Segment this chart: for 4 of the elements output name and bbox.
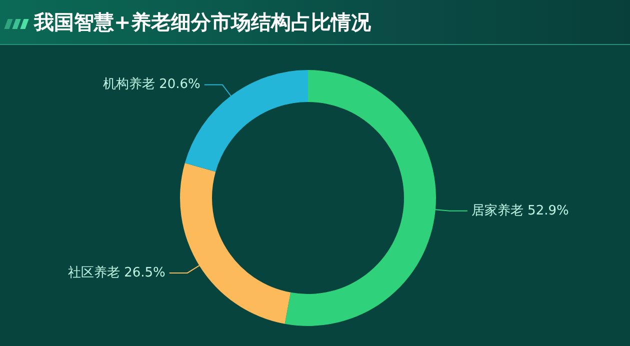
slice-label: 社区养老 26.5% — [68, 264, 166, 280]
slice-label: 居家养老 52.9% — [471, 202, 569, 218]
chart-title: 我国智慧+养老细分市场结构占比情况 — [34, 9, 371, 36]
slice-label: 机构养老 20.6% — [102, 76, 200, 92]
